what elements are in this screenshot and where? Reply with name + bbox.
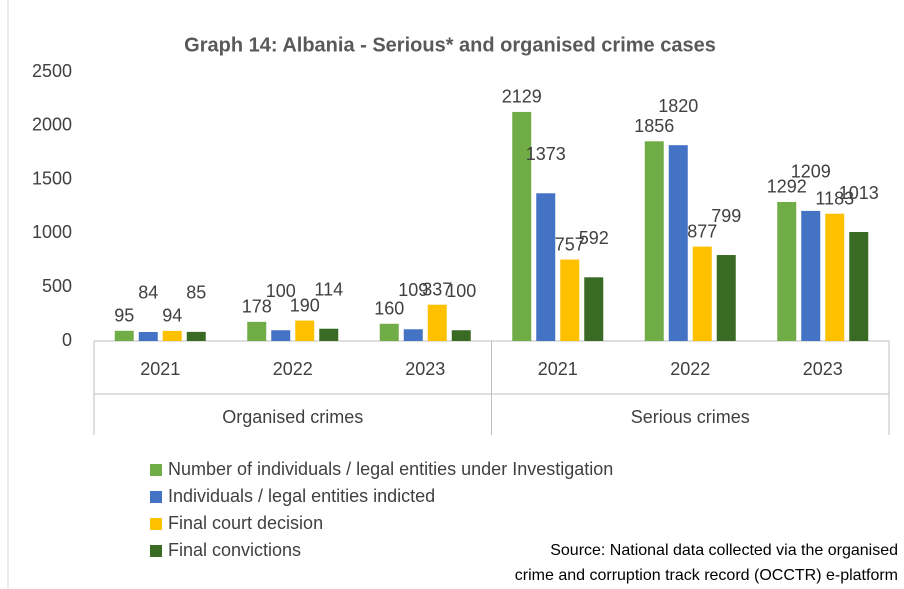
data-label: 337 — [422, 279, 452, 299]
x-tick-label: 2021 — [140, 359, 180, 379]
chart-title: Graph 14: Albania - Serious* and organis… — [184, 34, 716, 56]
bar — [777, 201, 797, 341]
bar — [162, 330, 182, 341]
legend-label: Individuals / legal entities indicted — [168, 486, 435, 506]
data-label: 109 — [398, 280, 428, 300]
data-label: 178 — [242, 297, 272, 317]
y-tick-label: 2500 — [32, 61, 72, 81]
y-tick-label: 2000 — [32, 115, 72, 135]
bar — [319, 328, 339, 341]
data-label: 2129 — [502, 87, 542, 107]
data-label: 799 — [711, 206, 741, 226]
legend-label: Final convictions — [168, 540, 301, 560]
data-label: 877 — [687, 221, 717, 241]
data-label: 1209 — [791, 162, 831, 182]
data-label: 592 — [579, 228, 609, 248]
bar — [186, 331, 206, 341]
bar — [403, 329, 423, 341]
data-label: 190 — [290, 295, 320, 315]
bar — [692, 246, 712, 341]
legend-swatch — [150, 545, 162, 557]
bar — [801, 210, 821, 341]
bar — [584, 277, 604, 341]
bar — [138, 331, 158, 341]
bar — [114, 330, 134, 341]
bar — [512, 111, 532, 341]
bar — [247, 321, 267, 341]
bar — [295, 320, 315, 341]
bar — [427, 304, 447, 341]
x-tick-label: 2022 — [670, 359, 710, 379]
group-label: Organised crimes — [222, 407, 363, 427]
data-label: 114 — [314, 279, 343, 299]
data-label: 1292 — [767, 177, 807, 197]
data-label: 1013 — [839, 183, 879, 203]
data-label: 95 — [114, 306, 134, 326]
y-tick-label: 0 — [62, 330, 72, 350]
data-label: 757 — [555, 234, 585, 254]
data-label: 100 — [266, 281, 296, 301]
bar — [716, 255, 736, 341]
data-label: 1183 — [815, 188, 854, 208]
source-note: crime and corruption track record (OCCTR… — [515, 567, 898, 584]
y-tick-label: 500 — [42, 276, 72, 296]
legend-swatch — [150, 491, 162, 503]
data-label: 84 — [138, 283, 158, 303]
group-label: Serious crimes — [631, 407, 750, 427]
bar — [451, 330, 471, 341]
data-label: 1373 — [526, 144, 566, 164]
legend-swatch — [150, 518, 162, 530]
source-note: Source: National data collected via the … — [550, 542, 898, 559]
x-tick-label: 2023 — [405, 359, 445, 379]
legend-label: Number of individuals / legal entities u… — [168, 459, 613, 479]
x-tick-label: 2023 — [803, 359, 843, 379]
data-label: 85 — [186, 283, 206, 303]
bar — [849, 232, 869, 341]
data-label: 100 — [446, 281, 476, 301]
bar — [644, 141, 664, 341]
bar — [668, 145, 688, 341]
data-label: 160 — [374, 299, 404, 319]
data-label: 1820 — [658, 96, 698, 116]
bar — [536, 193, 556, 341]
bar — [825, 213, 845, 341]
bar — [379, 323, 399, 341]
x-tick-label: 2022 — [273, 359, 313, 379]
data-label: 1856 — [634, 116, 674, 136]
legend-label: Final court decision — [168, 513, 323, 533]
y-tick-label: 1000 — [32, 222, 72, 242]
data-label: 94 — [162, 306, 182, 326]
x-tick-label: 2021 — [538, 359, 578, 379]
y-tick-label: 1500 — [32, 168, 72, 188]
legend-swatch — [150, 464, 162, 476]
bar — [560, 259, 580, 341]
bar — [271, 330, 291, 341]
